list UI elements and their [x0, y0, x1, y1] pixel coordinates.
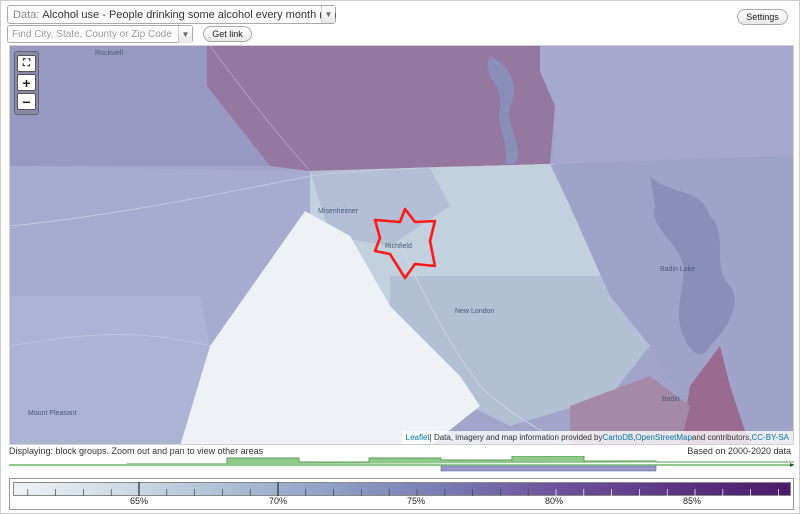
legend-color-scale: [13, 482, 791, 496]
search-input[interactable]: [12, 28, 172, 40]
histogram-arrow-icon: [790, 463, 794, 467]
place-label: Badin Lake: [660, 266, 696, 273]
place-label: Badin: [662, 396, 680, 403]
region-misenheimer: [310, 168, 450, 246]
region-top-middle: [207, 46, 555, 171]
region-top-left: [10, 46, 270, 166]
region-top-right: [540, 46, 793, 164]
map-layer: [10, 46, 793, 444]
map-view[interactable]: ⛶ + − Rockwell Misenheimer Richfield New…: [9, 45, 794, 445]
histogram-green: [9, 456, 794, 466]
legend-label: 75%: [406, 496, 426, 506]
river-water: [487, 56, 518, 164]
histogram-green-base: [9, 464, 794, 466]
place-label: Richfield: [385, 243, 412, 250]
fullscreen-icon[interactable]: ⛶: [17, 55, 36, 72]
richfield-boundary: [373, 207, 437, 280]
histogram-purple: [440, 465, 657, 472]
legend-label: 85%: [682, 496, 702, 506]
region-right: [555, 156, 793, 444]
license-link[interactable]: CC-BY-SA: [751, 433, 790, 442]
location-search[interactable]: ▼: [7, 25, 193, 43]
attribution-text: | Data, imagery and map information prov…: [429, 433, 603, 442]
legend-labels: 65% 70% 75% 80% 85%: [13, 496, 791, 508]
data-select[interactable]: Data: Alcohol use - People drinking some…: [7, 5, 336, 24]
road: [399, 245, 567, 444]
place-label: New London: [455, 308, 495, 315]
osm-link[interactable]: OpenStreetMap: [635, 433, 692, 442]
place-label: Misenheimer: [318, 208, 359, 215]
place-label: Mount Pleasant: [28, 410, 77, 417]
road: [10, 334, 211, 347]
region-left-lower: [10, 296, 210, 444]
legend-ticks: [27, 482, 779, 496]
place-label: Rockwell: [95, 50, 124, 57]
get-link-button[interactable]: Get link: [203, 26, 252, 42]
zoom-controls: ⛶ + −: [14, 51, 39, 115]
distribution-histogram: [9, 456, 794, 472]
color-legend: 65% 70% 75% 80% 85%: [9, 478, 794, 510]
chevron-down-icon[interactable]: ▼: [178, 26, 192, 43]
attribution-separator: ,: [633, 433, 636, 442]
attribution-text: and contributors,: [691, 433, 752, 442]
map-attribution: Leaflet | Data, imagery and map informat…: [401, 431, 793, 444]
data-select-value: Alcohol use - People drinking some alcoh…: [42, 8, 337, 21]
zoom-out-button[interactable]: −: [17, 93, 36, 110]
lake-water: [650, 176, 735, 355]
region-badin-dark: [680, 346, 750, 444]
zoom-in-button[interactable]: +: [17, 74, 36, 91]
legend-label: 80%: [544, 496, 564, 506]
region-lightest: [180, 211, 480, 444]
settings-button[interactable]: Settings: [737, 9, 788, 25]
based-on-text: Based on 2000-2020 data: [687, 446, 791, 456]
displaying-text: Displaying: block groups. Zoom out and p…: [9, 446, 264, 456]
legend-label: 65%: [129, 496, 149, 506]
legend-label: 70%: [268, 496, 288, 506]
leaflet-link[interactable]: Leaflet: [405, 433, 430, 442]
region-bottom-right: [570, 376, 690, 444]
road: [209, 46, 311, 172]
road: [10, 163, 556, 227]
cartodb-link[interactable]: CartoDB: [602, 433, 634, 442]
data-select-label: Data:: [13, 8, 40, 21]
chevron-down-icon[interactable]: ▼: [321, 6, 335, 23]
